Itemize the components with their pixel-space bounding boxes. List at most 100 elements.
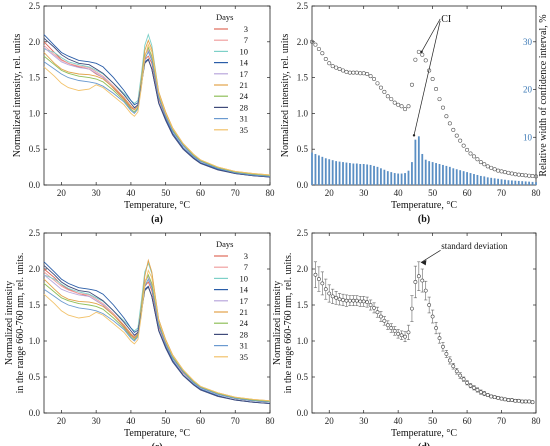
series-line-day-14 — [43, 261, 271, 405]
intensity-point — [396, 102, 401, 107]
mean-point — [465, 380, 469, 385]
x-tick-label: 50 — [428, 416, 438, 426]
ci-bar — [421, 153, 424, 185]
intensity-point — [434, 87, 439, 92]
intensity-point — [344, 69, 349, 74]
ci-bar — [362, 163, 365, 185]
series-line-day-28 — [43, 37, 271, 178]
legend-entry-day-10: 10 — [240, 46, 249, 56]
ci-bar — [431, 162, 434, 185]
ci-annotation: CI — [441, 14, 451, 25]
panel-label: (d) — [418, 442, 430, 446]
ci-arrow-head-1 — [420, 50, 423, 54]
series-line-day-10 — [43, 33, 271, 177]
intensity-point — [506, 170, 511, 175]
legend-entry-day-3: 3 — [244, 251, 248, 261]
intensity-point — [375, 81, 380, 86]
legend-entry-day-14: 14 — [240, 58, 249, 68]
ci-bar — [448, 166, 451, 185]
ci-bar — [311, 152, 313, 185]
intensity-point — [385, 94, 390, 99]
intensity-point — [365, 72, 370, 77]
intensity-point — [465, 147, 470, 152]
intensity-point — [399, 104, 404, 109]
x-tick-label: 40 — [126, 416, 136, 426]
mean-point — [410, 306, 414, 311]
x-tick-label: 50 — [161, 188, 171, 198]
mean-point — [392, 329, 397, 333]
y-tick-label: 1.0 — [297, 108, 309, 118]
intensity-point — [530, 174, 535, 179]
intensity-point — [334, 65, 339, 70]
ci-bar — [373, 165, 375, 185]
ci-bar — [376, 166, 379, 185]
y-tick-label: 0.5 — [297, 144, 309, 154]
intensity-point — [471, 154, 476, 159]
panel-label: (c) — [151, 442, 162, 446]
y-tick-label: 2.5 — [29, 1, 41, 11]
y-tick-label: 0.0 — [297, 408, 309, 418]
legend-entry-day-17: 17 — [240, 69, 249, 79]
ci-bar — [469, 173, 472, 185]
series-line-day-3 — [43, 41, 271, 177]
ci-bar — [400, 173, 403, 185]
panel-a: 20 30 40 50 60 70 80 0.0 0.5 1.0 1.5 2.0 2.5 Temperat… — [12, 1, 275, 225]
x-tick-label: 30 — [92, 188, 102, 198]
x-tick-label: 20 — [325, 416, 335, 426]
x-tick-label: 30 — [359, 416, 369, 426]
ci-bar — [428, 161, 431, 185]
intensity-point — [461, 143, 466, 148]
intensity-point — [316, 46, 321, 51]
mean-point — [461, 377, 466, 382]
x-tick-label: 70 — [497, 416, 507, 426]
mean-point — [492, 395, 497, 400]
mean-point — [444, 352, 449, 356]
y-axis-label: Normalized intensity — [272, 281, 283, 365]
series-line-day-35 — [43, 269, 271, 402]
y-tick-label: 0.5 — [29, 144, 41, 154]
y-tick-label: 2.5 — [29, 228, 41, 238]
ci-bar — [504, 179, 506, 185]
ci-bar — [435, 163, 437, 185]
mean-point — [389, 326, 394, 330]
mean-point — [334, 295, 339, 300]
intensity-point — [482, 162, 487, 167]
intensity-point — [337, 67, 342, 72]
y2-tick-label: 30 — [523, 37, 533, 47]
ci-bar — [393, 173, 396, 185]
intensity-point — [392, 100, 397, 105]
intensity-point — [475, 157, 480, 162]
mean-point — [475, 388, 480, 392]
intensity-point — [416, 49, 421, 54]
y2-tick-label: 10 — [523, 132, 533, 142]
intensity-point — [430, 77, 435, 82]
ci-bar — [473, 174, 475, 185]
intensity-point — [372, 77, 377, 82]
ci-bar — [479, 175, 482, 185]
legend-entry-day-24: 24 — [240, 91, 249, 101]
mean-point — [530, 400, 535, 405]
mean-point — [485, 393, 490, 397]
mean-point — [527, 399, 532, 404]
mean-point — [499, 396, 504, 401]
ci-bar — [521, 181, 524, 185]
intensity-point — [320, 51, 325, 56]
mean-point — [323, 287, 328, 292]
intensity-point — [444, 114, 449, 119]
ci-bar — [510, 180, 513, 185]
mean-point — [509, 398, 514, 402]
intensity-point — [409, 82, 414, 87]
ci-bar — [380, 168, 382, 185]
legend-entry-day-7: 7 — [244, 35, 248, 45]
intensity-point — [499, 169, 504, 174]
y-tick-label: 2.5 — [297, 1, 309, 11]
ci-bar — [486, 177, 489, 185]
legend-entry-day-35: 35 — [240, 352, 249, 362]
ci-bar — [524, 181, 527, 185]
x-axis-label: Temperature, °C — [391, 428, 457, 439]
intensity-point — [313, 42, 318, 47]
intensity-point — [509, 171, 514, 176]
ci-bar — [328, 159, 331, 185]
intensity-point — [533, 174, 538, 179]
